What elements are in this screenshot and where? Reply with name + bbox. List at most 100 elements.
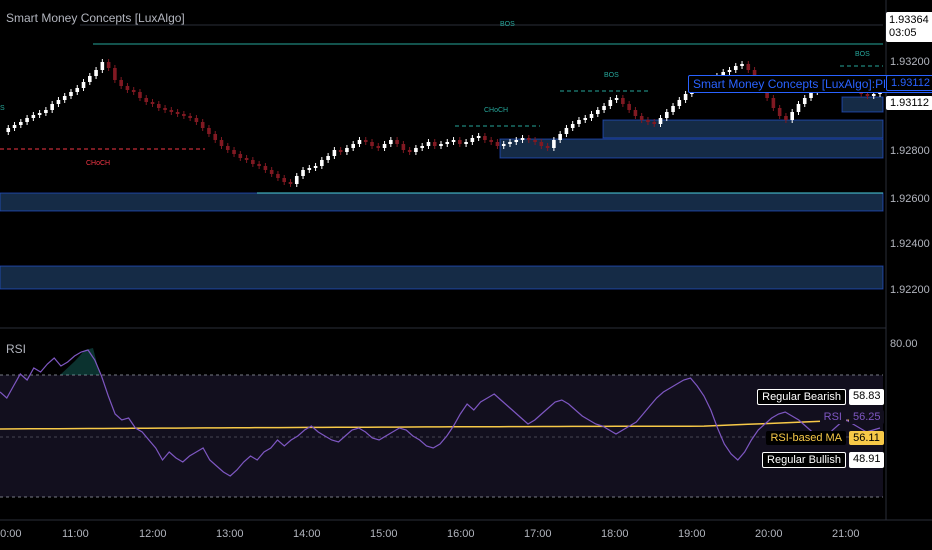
candle-body: [652, 122, 657, 124]
candle-body: [558, 134, 562, 140]
candle-body: [470, 138, 475, 142]
choch-label: CHoCH: [86, 160, 111, 167]
candle-body: [439, 144, 443, 146]
candle-body: [677, 100, 682, 106]
candle-body: [163, 108, 167, 110]
candle-body: [752, 70, 757, 78]
candle-body: [476, 136, 481, 138]
candle-body: [765, 88, 769, 98]
candle-body: [119, 80, 123, 86]
candle-body: [771, 98, 776, 108]
candle-body: [809, 92, 813, 98]
candle-body: [326, 156, 330, 160]
time-tick: 20:00: [755, 528, 783, 540]
candle-body: [207, 128, 211, 134]
candle-body: [19, 122, 23, 125]
candle-body: [282, 178, 287, 182]
candle-body: [420, 146, 424, 148]
candle-body: [370, 142, 374, 146]
candle-body: [288, 182, 293, 184]
candle-body: [138, 92, 142, 98]
candle-body: [276, 174, 280, 178]
candle-body: [483, 136, 487, 140]
bos-label: BOS: [604, 72, 619, 79]
time-tick: 21:00: [832, 528, 860, 540]
price-tick: 1.92400: [890, 238, 930, 250]
bar-countdown: 03:05: [889, 27, 917, 39]
candle-body: [614, 98, 619, 100]
rsi-ma-line[interactable]: [0, 418, 881, 430]
time-tick: 11:00: [62, 528, 89, 540]
current-price-badge[interactable]: 1.93364 03:05: [886, 12, 932, 42]
time-tick: 13:00: [216, 528, 244, 540]
current-price: 1.93364: [889, 14, 929, 26]
candlestick-series[interactable]: [6, 59, 882, 187]
last-price-badge: 1.93112: [886, 96, 932, 110]
candle-body: [12, 125, 17, 128]
time-tick: 18:00: [601, 528, 629, 540]
candle-body: [100, 62, 105, 70]
candle-body: [169, 110, 174, 112]
candle-body: [552, 140, 556, 148]
candle-body: [401, 144, 406, 150]
candle-body: [621, 98, 625, 104]
candle-body: [62, 96, 67, 100]
plotcandle-tooltip[interactable]: Smart Money Concepts [LuxAlgo]:PlotCandl…: [688, 75, 932, 93]
candle-body: [871, 94, 876, 96]
candle-body: [150, 102, 155, 104]
bos-label: BOS: [500, 21, 515, 28]
candle-body: [351, 144, 355, 148]
candle-body: [740, 64, 744, 66]
rsi-legend-row: Regular Bullish 48.91: [762, 452, 884, 468]
candle-body: [225, 146, 230, 150]
candle-body: [395, 140, 399, 144]
indicator-title[interactable]: Smart Money Concepts [LuxAlgo]: [6, 11, 185, 25]
legend-name: RSI-based MA: [766, 431, 846, 445]
price-tick: 1.92200: [890, 284, 930, 296]
candle-body: [131, 90, 136, 92]
bos-label: BOS: [855, 51, 870, 58]
candle-body: [338, 150, 343, 152]
candle-body: [583, 118, 588, 120]
candle-body: [514, 140, 519, 142]
candle-body: [796, 104, 801, 112]
candle-body: [733, 66, 738, 70]
candle-body: [671, 106, 675, 112]
choch-label: CHoCH: [484, 107, 509, 114]
candle-body: [81, 82, 86, 88]
candle-body: [345, 148, 349, 152]
candle-body: [106, 62, 111, 68]
candle-body: [294, 176, 299, 184]
candle-body: [332, 150, 337, 156]
legend-value: 48.91: [849, 452, 884, 468]
candle-body: [94, 70, 98, 76]
candle-body: [426, 142, 431, 146]
rsi-line[interactable]: [0, 349, 881, 477]
time-tick: 17:00: [524, 528, 552, 540]
legend-name: Regular Bearish: [757, 389, 846, 405]
rsi-band-background: [0, 375, 883, 497]
candle-body: [495, 142, 500, 146]
candle-body: [414, 148, 418, 152]
candle-body: [432, 142, 437, 146]
order-block-zone: [0, 192, 884, 212]
order-block-zone: [841, 96, 884, 113]
candle-body: [451, 140, 456, 142]
candle-body: [577, 120, 581, 124]
legend-value: 58.83: [849, 389, 884, 405]
candle-body: [88, 76, 92, 82]
time-tick: 12:00: [139, 528, 167, 540]
rsi-pane-title[interactable]: RSI: [6, 342, 27, 356]
candle-body: [25, 118, 29, 122]
candle-body: [200, 122, 205, 128]
candle-body: [37, 113, 42, 115]
candle-body: [144, 98, 149, 102]
candle-body: [213, 134, 218, 140]
legend-value: 56.11: [849, 431, 884, 445]
price-tick: 1.93200: [890, 56, 930, 68]
candle-body: [721, 72, 726, 76]
order-block-zone: [602, 119, 884, 139]
candle-body: [175, 112, 180, 114]
candle-body: [156, 104, 161, 108]
